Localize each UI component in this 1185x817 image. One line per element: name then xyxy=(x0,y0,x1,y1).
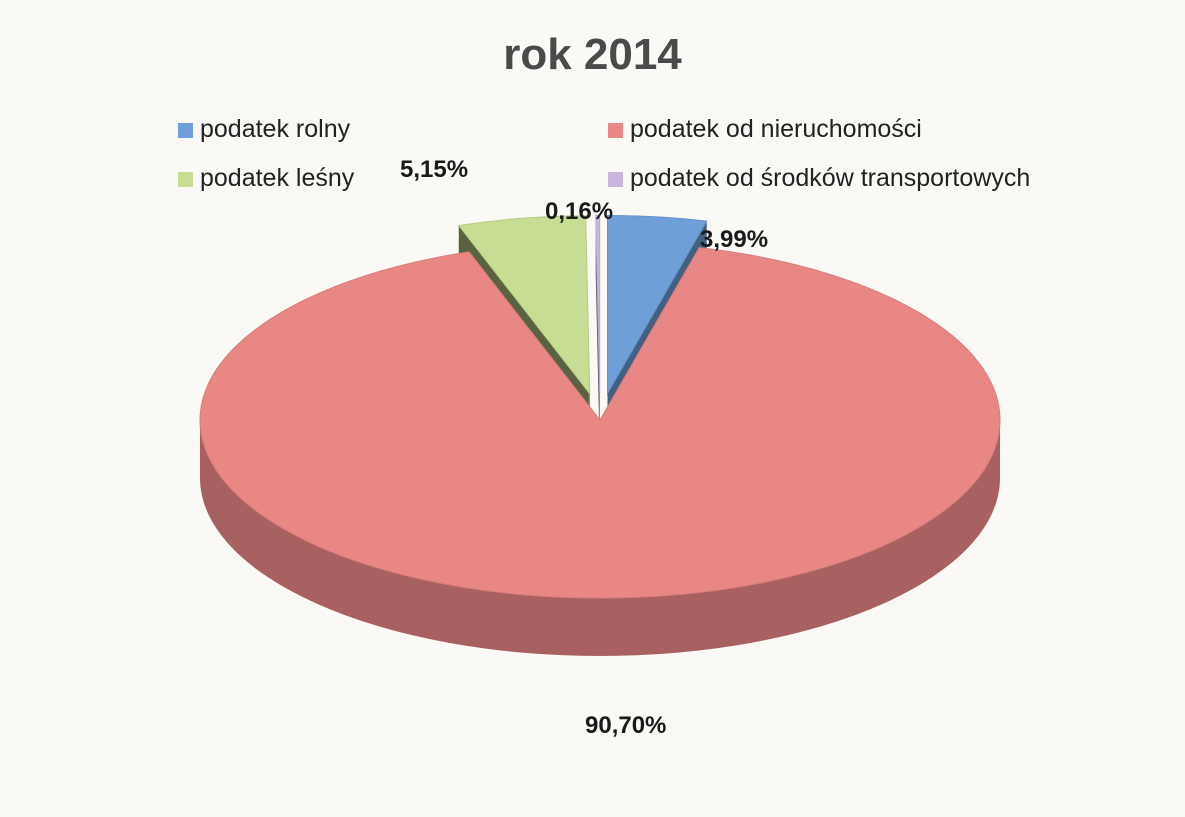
pie-slice-nieruchomosci xyxy=(199,247,1001,599)
data-label-rolny: 3,99% xyxy=(700,226,769,253)
data-label-lesny: 5,15% xyxy=(400,156,469,183)
legend-swatch-lesny xyxy=(178,172,193,187)
pie-slice-side-nieruchomosci xyxy=(200,420,1000,656)
legend-label-transportowych: podatek od środków transportowych xyxy=(630,164,1031,192)
pie-slice-wall-nieruchomosci xyxy=(200,420,1000,656)
legend-item-nieruchomosci: podatek od nieruchomości xyxy=(608,114,922,144)
pie-slice-transportowych xyxy=(595,214,601,394)
legend-swatch-transportowych xyxy=(608,172,623,187)
legend-item-transportowych: podatek od środków transportowych xyxy=(608,163,1030,193)
data-label-nieruchomosci: 90,70% xyxy=(585,712,667,739)
legend-label-rolny: podatek rolny xyxy=(200,115,351,143)
legend-swatch-nieruchomosci xyxy=(608,123,623,138)
pie-slice-rolny xyxy=(607,215,708,396)
legend-label-nieruchomosci: podatek od nieruchomości xyxy=(630,115,922,143)
chart-title: rok 2014 xyxy=(503,30,682,79)
legend-swatch-rolny xyxy=(178,123,193,138)
legend-item-rolny: podatek rolny xyxy=(178,114,350,144)
legend-label-lesny: podatek leśny xyxy=(200,164,355,192)
pie-slice-lesny xyxy=(457,215,591,396)
data-label-transportowych: 0,16% xyxy=(545,198,614,225)
legend-item-lesny: podatek leśny xyxy=(178,163,354,193)
